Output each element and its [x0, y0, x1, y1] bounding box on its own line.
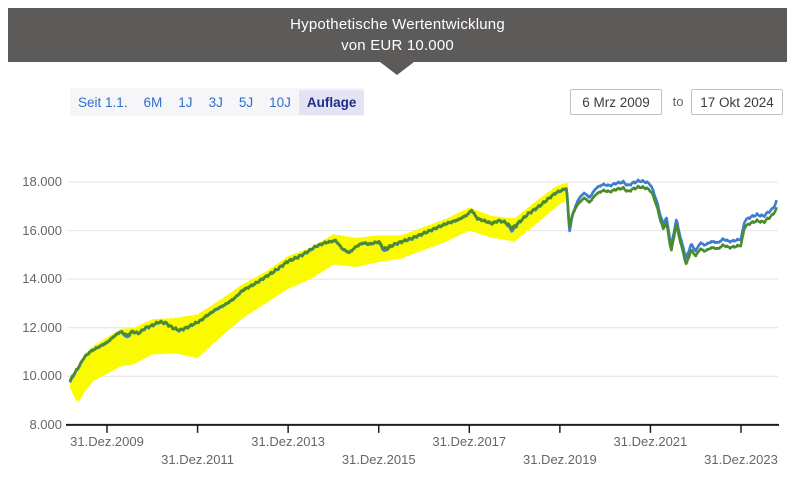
range-button-6m[interactable]: 6M: [136, 90, 171, 115]
banner-title-line2: von EUR 10.000: [341, 37, 454, 54]
range-button-auflage[interactable]: Auflage: [298, 89, 365, 115]
green-line-series: [68, 184, 778, 382]
x-axis-ticks: [106, 424, 742, 433]
range-button-10j[interactable]: 10J: [261, 90, 299, 115]
x-axis-label: 31.Dez.2021: [613, 434, 688, 449]
plot-area[interactable]: [67, 160, 778, 425]
y-axis-label: 18.000: [22, 174, 62, 189]
x-axis-label: 31.Dez.2019: [522, 452, 597, 467]
x-axis-label: 31.Dez.2013: [251, 434, 325, 449]
yellow-band-series: [69, 182, 569, 402]
y-axis-label: 14.000: [22, 271, 62, 287]
range-button-5j[interactable]: 5J: [231, 90, 261, 115]
date-range-to-label: to: [672, 94, 684, 109]
x-axis-label: 31.Dez.2009: [70, 434, 144, 449]
chart-title-banner: Hypothetische Wertentwicklung von EUR 10…: [8, 8, 787, 62]
range-button-3j[interactable]: 3J: [201, 90, 231, 115]
range-button-1j[interactable]: 1J: [170, 90, 200, 115]
y-axis-label: 16.000: [22, 222, 62, 238]
y-axis-label: 8.000: [29, 416, 62, 432]
x-axis-label: 31.Dez.2017: [432, 434, 507, 449]
x-axis-label: 31.Dez.2011: [161, 452, 234, 467]
date-from-input[interactable]: [570, 89, 662, 115]
y-axis-label: 10.000: [22, 368, 62, 384]
time-range-button-group: Seit 1.1. 6M 1J 3J 5J 10J Auflage: [70, 88, 365, 116]
y-axis-label: 12.000: [22, 319, 62, 335]
x-axis-label: 31.Dez.2015: [341, 452, 416, 467]
date-to-input[interactable]: [691, 89, 783, 115]
banner-title-line1: Hypothetische Wertentwicklung: [290, 16, 505, 33]
x-axis-label: 31.Dez.2023: [704, 452, 778, 467]
banner-pointer-icon: [380, 62, 414, 75]
range-button-seit-11[interactable]: Seit 1.1.: [70, 90, 136, 115]
